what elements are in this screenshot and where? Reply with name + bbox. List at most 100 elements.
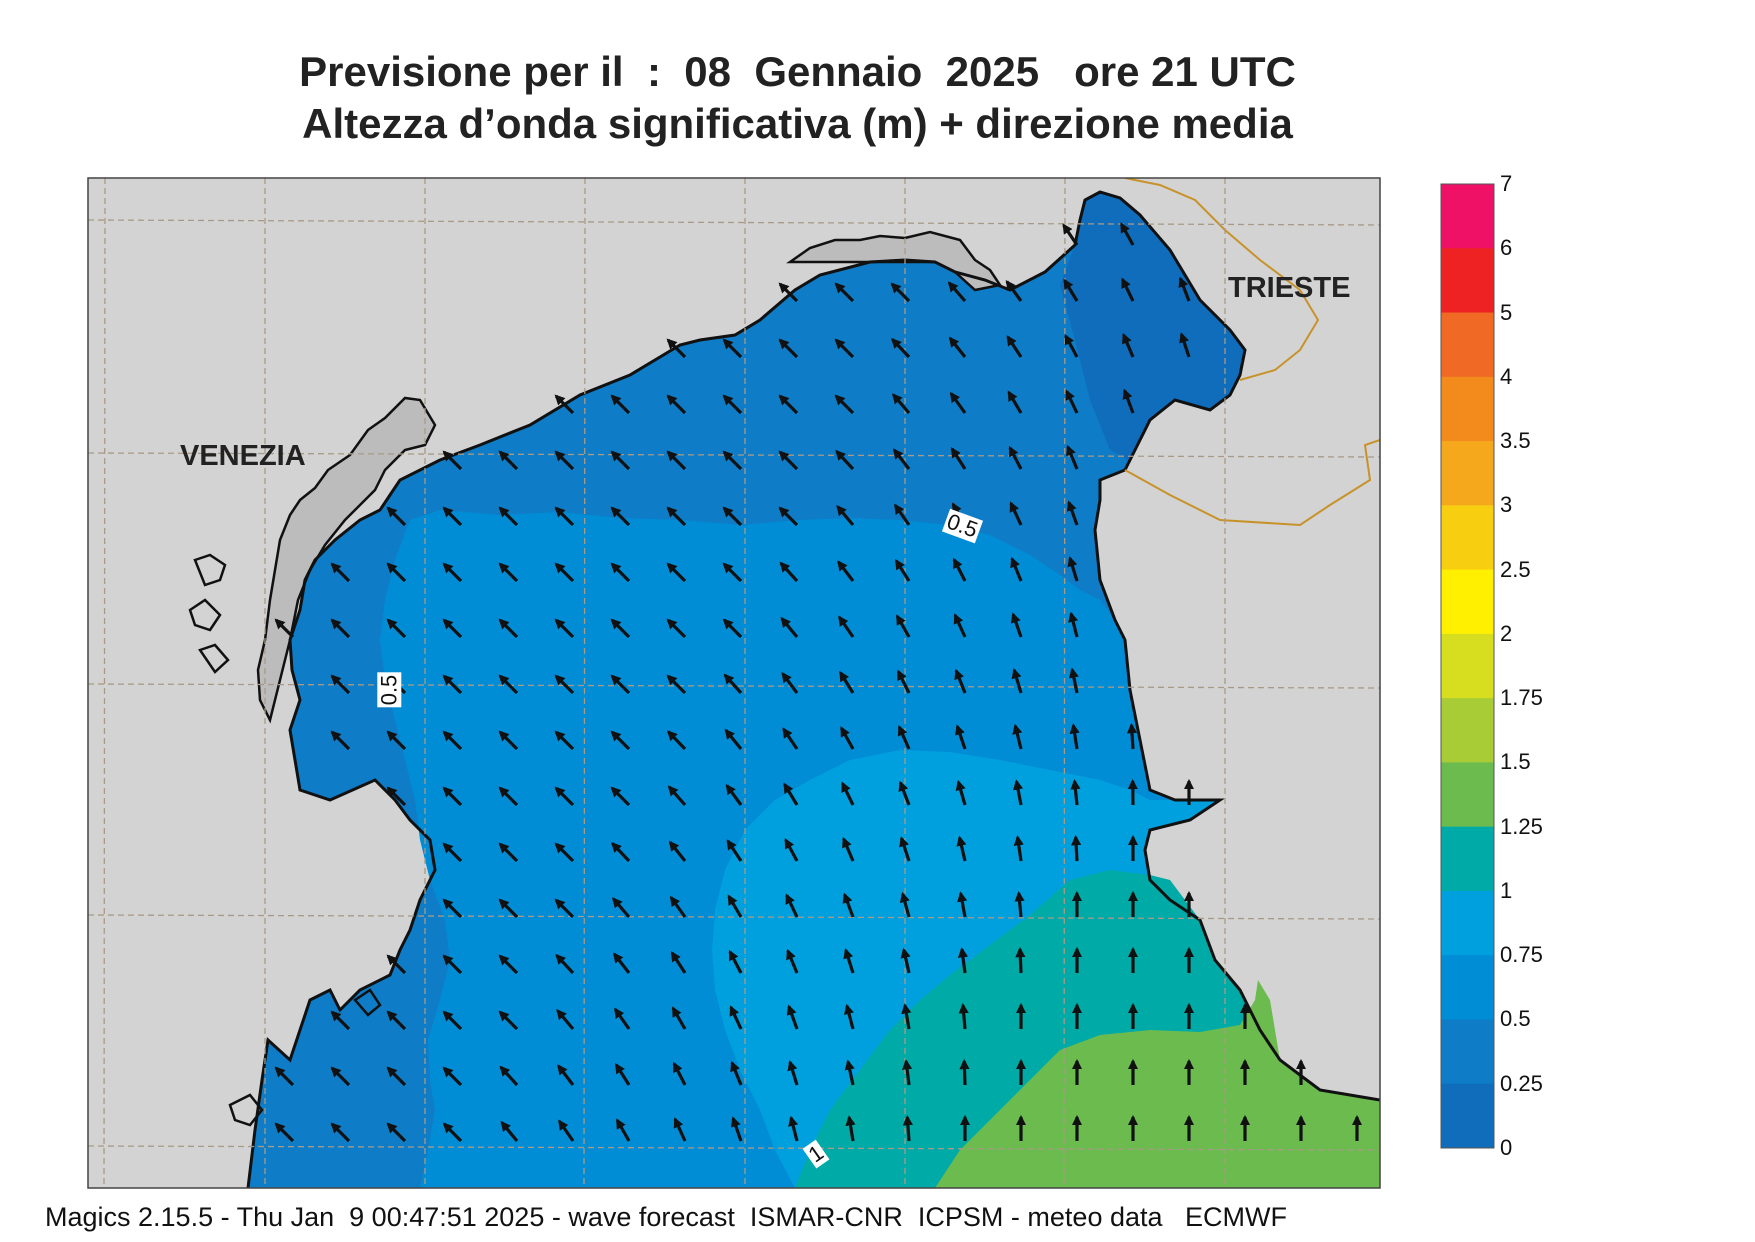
wave-direction-arrow <box>555 953 575 975</box>
wave-direction-arrow <box>386 786 407 807</box>
colorbar-frame <box>1440 183 1495 1149</box>
wave-direction-arrow <box>1005 279 1023 302</box>
wave-direction-arrow <box>1119 222 1135 246</box>
wave-direction-arrow <box>954 668 967 694</box>
wave-direction-arrow <box>554 394 575 415</box>
wave-direction-arrow <box>610 730 631 751</box>
sea-zone-125-15 <box>935 980 1380 1188</box>
wave-direction-arrow <box>902 1115 913 1142</box>
wave-direction-arrow <box>615 1118 631 1142</box>
wave-direction-arrow <box>722 618 743 639</box>
wave-direction-arrow <box>498 1010 519 1031</box>
wave-direction-arrow <box>947 281 967 303</box>
wave-direction-arrow <box>834 394 855 415</box>
wave-direction-arrow <box>1122 333 1135 358</box>
wave-direction-arrow <box>783 782 799 806</box>
wave-direction-arrow <box>330 730 351 751</box>
colorbar-swatch <box>1441 890 1494 956</box>
wave-direction-arrow <box>442 506 463 527</box>
wave-direction-arrow <box>722 338 743 359</box>
wave-direction-arrow <box>558 1119 575 1142</box>
wave-direction-arrow <box>274 618 295 639</box>
wave-direction-arrow <box>554 730 575 751</box>
wave-direction-arrow <box>386 1066 407 1087</box>
wave-direction-arrow <box>610 618 631 639</box>
wave-direction-arrow <box>1126 722 1138 750</box>
wave-direction-arrow <box>950 447 967 470</box>
colorbar-tick-label: 4 <box>1500 363 1513 389</box>
wave-direction-arrow <box>554 674 575 695</box>
wave-direction-arrow <box>1014 891 1025 918</box>
wave-direction-arrow <box>442 618 463 639</box>
wave-direction-arrow <box>330 562 351 583</box>
wave-direction-arrow <box>837 560 855 582</box>
wave-direction-arrow <box>1068 667 1079 694</box>
wave-direction-arrow <box>779 561 799 583</box>
wave-direction-arrow <box>1010 556 1023 582</box>
wave-direction-arrow <box>834 338 855 359</box>
wave-direction-arrow <box>891 338 911 359</box>
wave-direction-arrow <box>554 506 575 527</box>
country-border <box>1124 178 1380 527</box>
wave-direction-arrow <box>895 614 911 638</box>
colorbar-swatch <box>1441 248 1494 314</box>
wave-direction-arrow <box>893 503 911 526</box>
colorbar <box>1440 183 1495 1149</box>
wave-direction-arrow <box>666 338 687 359</box>
wave-direction-arrow <box>957 947 969 974</box>
wave-direction-arrow <box>498 562 519 583</box>
wave-direction-arrows <box>274 222 1363 1143</box>
wave-direction-arrow <box>727 894 743 918</box>
wave-direction-arrow <box>614 1062 631 1086</box>
wave-direction-arrow <box>442 786 463 807</box>
wave-direction-arrow <box>442 450 463 471</box>
wave-direction-arrow <box>554 898 575 919</box>
wave-direction-arrow <box>952 557 967 582</box>
wave-direction-arrow <box>386 730 407 751</box>
wave-direction-arrow <box>498 730 519 751</box>
colorbar-swatch <box>1441 698 1494 763</box>
wave-direction-arrow <box>1011 668 1023 694</box>
wave-direction-arrow <box>723 673 743 695</box>
wave-direction-arrow <box>948 336 967 358</box>
wave-direction-arrow <box>386 954 407 975</box>
wave-direction-arrow <box>897 725 911 750</box>
wave-direction-arrow <box>778 394 799 415</box>
colorbar-swatch <box>1441 955 1494 1020</box>
colorbar-tick-label: 1.75 <box>1500 685 1543 711</box>
wave-direction-arrow <box>953 613 967 638</box>
wave-direction-arrow <box>787 1060 799 1086</box>
contour-label: 0.5 <box>376 672 402 708</box>
wave-direction-arrow <box>610 394 631 415</box>
wave-direction-arrow <box>610 450 631 471</box>
wave-direction-arrow <box>958 1003 969 1030</box>
wave-direction-arrow <box>778 506 799 527</box>
wave-direction-arrow <box>836 505 855 527</box>
wave-direction-arrow <box>845 1115 856 1142</box>
colorbar-swatch <box>1441 312 1494 378</box>
wave-direction-arrow <box>1070 779 1081 806</box>
wave-direction-arrow <box>955 779 967 806</box>
wave-direction-arrow <box>955 724 967 750</box>
wave-direction-arrow <box>788 1115 799 1142</box>
wave-direction-arrow <box>730 1116 743 1142</box>
wave-direction-arrow <box>843 948 855 974</box>
wave-direction-arrow <box>557 1064 575 1086</box>
map-frame <box>87 177 1381 1189</box>
wave-direction-arrow <box>1178 276 1191 302</box>
wave-direction-arrow <box>778 282 799 303</box>
wave-direction-arrow <box>838 615 855 638</box>
wave-direction-arrow <box>842 892 855 918</box>
wave-direction-arrow <box>781 672 799 694</box>
wave-direction-arrow <box>898 780 911 806</box>
wave-direction-arrow <box>554 562 575 583</box>
wave-direction-arrow <box>730 1060 743 1086</box>
wave-direction-arrow <box>554 786 575 807</box>
wave-direction-arrow <box>556 1009 575 1031</box>
colorbar-tick-label: 0.75 <box>1500 942 1543 968</box>
wave-direction-arrow <box>554 618 575 639</box>
wave-direction-arrow <box>722 394 743 415</box>
wave-direction-arrow <box>841 781 855 806</box>
wave-direction-arrow <box>900 947 911 974</box>
wave-direction-arrow <box>834 282 855 303</box>
